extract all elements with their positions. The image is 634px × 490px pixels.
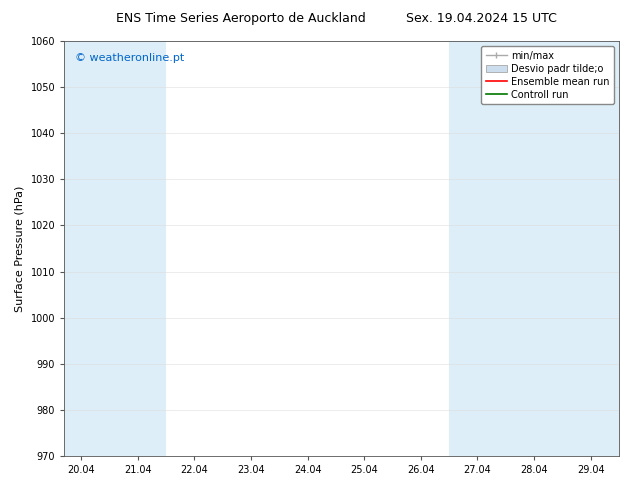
Text: Sex. 19.04.2024 15 UTC: Sex. 19.04.2024 15 UTC: [406, 12, 557, 25]
Legend: min/max, Desvio padr tilde;o, Ensemble mean run, Controll run: min/max, Desvio padr tilde;o, Ensemble m…: [481, 46, 614, 104]
Bar: [449, 41, 506, 456]
Bar: [110, 41, 166, 456]
Bar: [506, 41, 562, 456]
Text: © weatheronline.pt: © weatheronline.pt: [75, 53, 184, 64]
Bar: [64, 41, 110, 456]
Bar: [562, 41, 619, 456]
Text: ENS Time Series Aeroporto de Auckland: ENS Time Series Aeroporto de Auckland: [116, 12, 366, 25]
Y-axis label: Surface Pressure (hPa): Surface Pressure (hPa): [15, 185, 25, 312]
